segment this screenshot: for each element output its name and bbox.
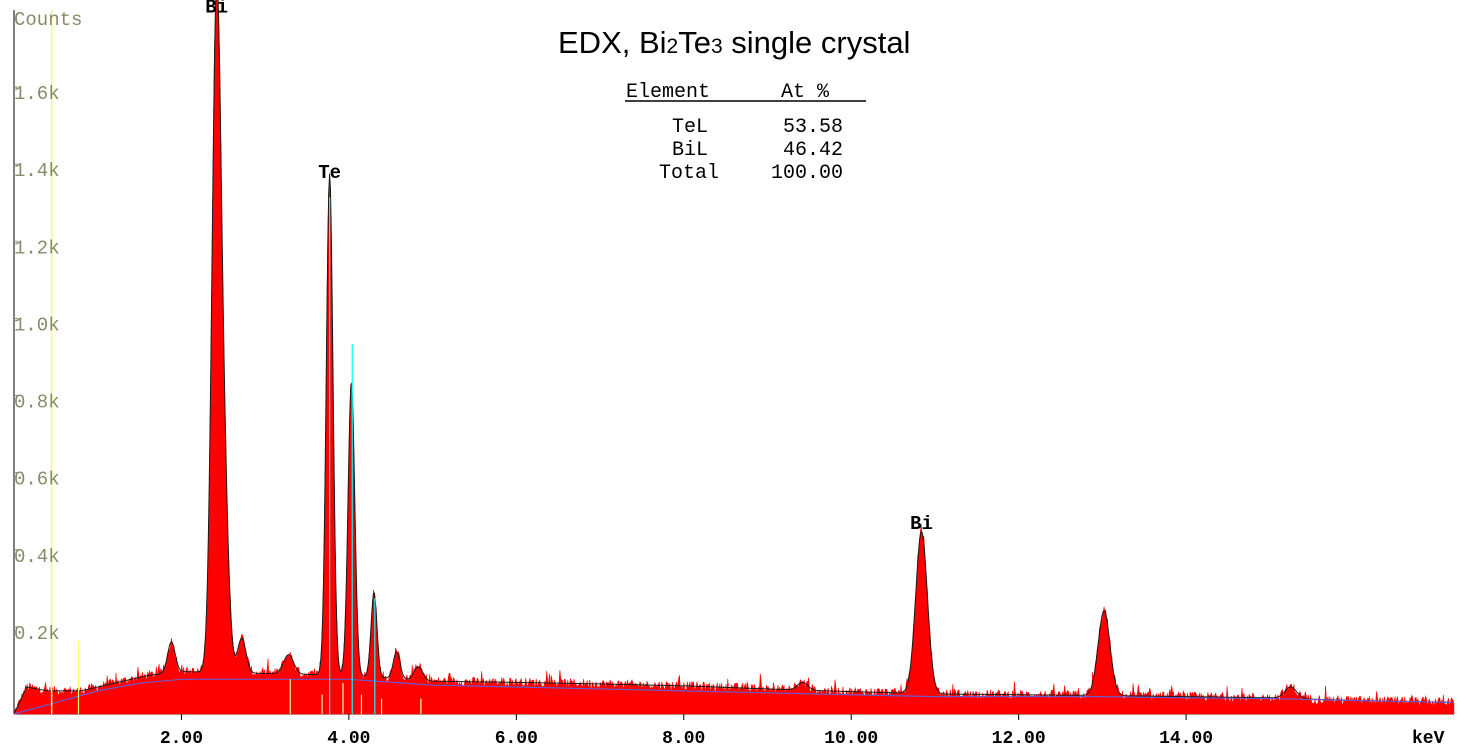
composition-table: Element At % TeL 53.58 BiL 46.42 Total 1… [625, 81, 866, 185]
y-tick-label: 0.4k [14, 546, 60, 568]
table-row-tel-value: 53.58 [783, 116, 843, 139]
spectrum-layer [13, 0, 1455, 715]
x-tick-layer: 2.00 4.00 6.00 8.00 10.00 12.00 14.00 [160, 714, 1213, 749]
chart-title: EDX, Bi2Te3 single crystal [558, 25, 910, 60]
y-tick-layer: 0.2k 0.4k 0.6k 0.8k 1.0k 1.2k 1.4k 1.6k [14, 83, 60, 645]
y-tick-label: 0.6k [14, 469, 60, 491]
table-header-at-percent: At % [781, 81, 830, 104]
y-tick-label: 1.0k [14, 314, 60, 336]
marker-layer [50, 10, 422, 714]
table-row-total-value: 100.00 [771, 162, 843, 185]
peak-label-layer: Bi Te Bi [205, 0, 933, 535]
x-axis-label: keV [1412, 729, 1445, 749]
y-tick-label: 1.2k [14, 237, 60, 259]
spectrum-fill-area [13, 0, 1455, 715]
peak-label-te-2: Te [318, 162, 341, 184]
x-tick-label: 14.00 [1159, 729, 1213, 749]
table-row-bil-element: BiL [672, 139, 708, 162]
x-tick-label: 6.00 [495, 729, 538, 749]
x-tick-label: 2.00 [160, 729, 203, 749]
y-axis-label: Counts [14, 9, 82, 31]
fitted-spectrum-line [13, 0, 1454, 715]
title-subscript-1: 2 [667, 35, 679, 58]
x-tick-label: 4.00 [327, 729, 370, 749]
table-row-tel-element: TeL [672, 116, 708, 139]
y-tick-label: 0.2k [14, 623, 60, 645]
table-row-total-element: Total [659, 162, 719, 185]
background-line [13, 678, 1455, 715]
y-tick-label: 1.6k [14, 83, 60, 105]
peak-label-bi-1: Bi [205, 0, 228, 18]
title-part-3: single crystal [723, 25, 911, 60]
table-header-element: Element [626, 81, 710, 104]
table-row-bil-value: 46.42 [783, 139, 843, 162]
title-subscript-2: 3 [711, 35, 723, 58]
y-tick-label: 1.4k [14, 160, 60, 182]
x-tick-label: 8.00 [662, 729, 705, 749]
title-part-1: EDX, Bi [558, 25, 667, 60]
x-tick-label: 12.00 [992, 729, 1046, 749]
x-tick-label: 10.00 [824, 729, 878, 749]
y-tick-label: 0.8k [14, 392, 60, 414]
peak-label-bi-3: Bi [910, 513, 933, 535]
title-part-2: Te [678, 25, 711, 60]
